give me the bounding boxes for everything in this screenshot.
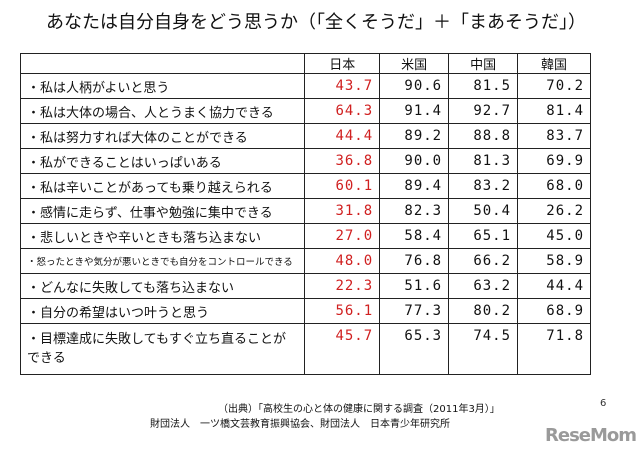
- table-row: ・自分の希望はいつ叶うと思う 56.1 77.3 80.2 68.9: [19, 298, 591, 324]
- value-cell: 89.4: [379, 173, 450, 199]
- value-cell: 65.1: [448, 223, 519, 249]
- table-row: ・私ができることはいっぱいある 36.8 90.0 81.3 69.9: [19, 148, 591, 174]
- value-cell: 45.7: [304, 323, 381, 375]
- column-header: 韓国: [517, 53, 591, 74]
- header-row: 日本 米国 中国 韓国: [19, 53, 591, 74]
- row-label: ・私は人柄がよいと思う: [19, 73, 306, 99]
- value-cell: 63.2: [448, 273, 519, 299]
- value-cell: 81.4: [517, 98, 591, 124]
- value-cell: 74.5: [448, 323, 519, 375]
- source-organizations: 財団法人 一ツ橋文芸教育振興協会、財団法人 日本青少年研究所: [150, 419, 450, 430]
- value-cell: 56.1: [304, 298, 381, 324]
- value-cell: 71.8: [517, 323, 591, 375]
- row-label: ・私は大体の場合、人とうまく協力できる: [19, 98, 306, 124]
- value-cell: 82.3: [379, 198, 450, 224]
- survey-table: 日本 米国 中国 韓国 ・私は人柄がよいと思う 43.7 90.6 81.5 70.2 ・私は大体…: [19, 53, 591, 375]
- row-label: ・私は努力すれば大体のことができる: [19, 123, 306, 149]
- value-cell: 36.8: [304, 148, 381, 174]
- value-cell: 58.4: [379, 223, 450, 249]
- value-cell: 92.7: [448, 98, 519, 124]
- row-label: ・目標達成に失敗してもすぐ立ち直ることができる: [19, 323, 306, 375]
- value-cell: 90.6: [379, 73, 450, 99]
- table-row: ・私は人柄がよいと思う 43.7 90.6 81.5 70.2: [19, 73, 591, 99]
- value-cell: 45.0: [517, 223, 591, 249]
- row-label: ・怒ったときや気分が悪いときでも自分をコントロールできる: [19, 248, 306, 274]
- row-label: ・感情に走らず、仕事や勉強に集中できる: [19, 198, 306, 224]
- row-label: ・私ができることはいっぱいある: [19, 148, 306, 174]
- value-cell: 66.2: [448, 248, 519, 274]
- value-cell: 77.3: [379, 298, 450, 324]
- column-header: 中国: [448, 53, 519, 74]
- value-cell: 81.5: [448, 73, 519, 99]
- value-cell: 26.2: [517, 198, 591, 224]
- table-row: ・どんなに失敗しても落ち込まない 22.3 51.6 63.2 44.4: [19, 273, 591, 299]
- row-label: ・悲しいときや辛いときも落ち込まない: [19, 223, 306, 249]
- table-row: ・感情に走らず、仕事や勉強に集中できる 31.8 82.3 50.4 26.2: [19, 198, 591, 224]
- value-cell: 31.8: [304, 198, 381, 224]
- value-cell: 89.2: [379, 123, 450, 149]
- watermark-logo: ReseMom: [545, 425, 637, 446]
- value-cell: 81.3: [448, 148, 519, 174]
- table-row: ・怒ったときや気分が悪いときでも自分をコントロールできる 48.0 76.8 66.2…: [19, 248, 591, 274]
- page-number: 6: [600, 398, 607, 409]
- value-cell: 83.7: [517, 123, 591, 149]
- value-cell: 58.9: [517, 248, 591, 274]
- value-cell: 27.0: [304, 223, 381, 249]
- value-cell: 51.6: [379, 273, 450, 299]
- source-citation: （出典）「高校生の心と体の健康に関する調査（2011年3月）」: [218, 404, 500, 415]
- value-cell: 68.9: [517, 298, 591, 324]
- value-cell: 65.3: [379, 323, 450, 375]
- value-cell: 76.8: [379, 248, 450, 274]
- value-cell: 70.2: [517, 73, 591, 99]
- header-blank: [19, 53, 306, 74]
- value-cell: 64.3: [304, 98, 381, 124]
- value-cell: 80.2: [448, 298, 519, 324]
- row-label: ・自分の希望はいつ叶うと思う: [19, 298, 306, 324]
- table-row: ・私は大体の場合、人とうまく協力できる 64.3 91.4 92.7 81.4: [19, 98, 591, 124]
- table-row: ・目標達成に失敗してもすぐ立ち直ることができる 45.7 65.3 74.5 71.8: [19, 323, 591, 375]
- value-cell: 43.7: [304, 73, 381, 99]
- slide-title: あなたは自分自身をどう思うか（「全くそうだ」＋「まあそうだ」）: [46, 12, 586, 33]
- row-label: ・どんなに失敗しても落ち込まない: [19, 273, 306, 299]
- row-label: ・私は辛いことがあっても乗り越えられる: [19, 173, 306, 199]
- value-cell: 90.0: [379, 148, 450, 174]
- value-cell: 88.8: [448, 123, 519, 149]
- column-header: 米国: [379, 53, 450, 74]
- value-cell: 91.4: [379, 98, 450, 124]
- value-cell: 69.9: [517, 148, 591, 174]
- value-cell: 68.0: [517, 173, 591, 199]
- value-cell: 44.4: [517, 273, 591, 299]
- value-cell: 83.2: [448, 173, 519, 199]
- value-cell: 50.4: [448, 198, 519, 224]
- value-cell: 60.1: [304, 173, 381, 199]
- table-row: ・悲しいときや辛いときも落ち込まない 27.0 58.4 65.1 45.0: [19, 223, 591, 249]
- table-row: ・私は辛いことがあっても乗り越えられる 60.1 89.4 83.2 68.0: [19, 173, 591, 199]
- value-cell: 48.0: [304, 248, 381, 274]
- value-cell: 22.3: [304, 273, 381, 299]
- table-row: ・私は努力すれば大体のことができる 44.4 89.2 88.8 83.7: [19, 123, 591, 149]
- column-header: 日本: [304, 53, 381, 74]
- value-cell: 44.4: [304, 123, 381, 149]
